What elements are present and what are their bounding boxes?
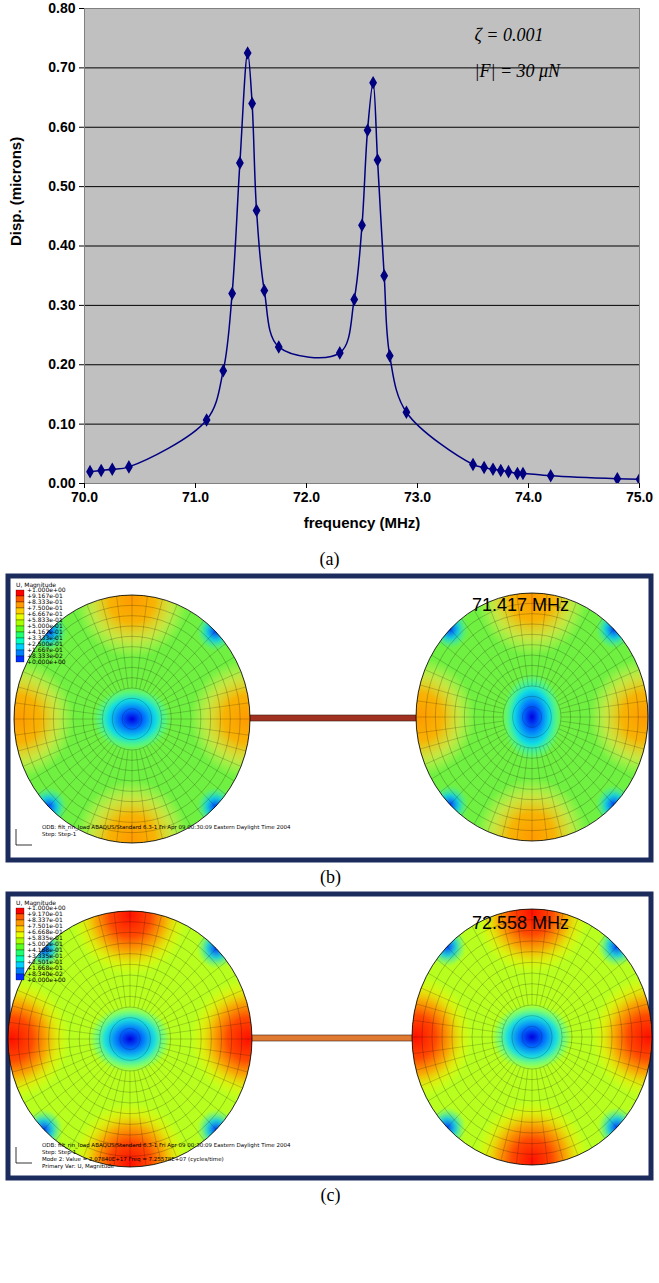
svg-text:0.60: 0.60: [48, 119, 75, 135]
svg-text:+1.000e+00: +1.000e+00: [27, 904, 66, 911]
svg-text:frequency (MHz): frequency (MHz): [304, 514, 421, 531]
svg-text:ζ = 0.001: ζ = 0.001: [475, 25, 544, 45]
html-text:(c): (c): [320, 1185, 341, 1205]
svg-text:+4.168e-01: +4.168e-01: [27, 946, 63, 953]
html-text:(a): (a): [319, 549, 340, 569]
svg-text:+3.335e-01: +3.335e-01: [27, 952, 63, 959]
svg-text:Step: Step-1: Step: Step-1: [42, 1149, 76, 1156]
svg-text:+5.835e-01: +5.835e-01: [27, 934, 63, 941]
svg-text:ODB: filt_rin_load ABAQUS/S: ODB: filt_rin_load ABAQUS/Standard 6.3-1…: [42, 1142, 291, 1149]
svg-text:0.50: 0.50: [48, 178, 75, 194]
svg-text:0.00: 0.00: [48, 475, 75, 491]
svg-text:Primary Var: U, Magnitude: Primary Var: U, Magnitude: [42, 1163, 115, 1170]
svg-text:72.0: 72.0: [293, 489, 320, 505]
svg-text:0.10: 0.10: [48, 416, 75, 432]
svg-text:U, Magnitude: U, Magnitude: [16, 581, 56, 588]
svg-text:0.20: 0.20: [48, 356, 75, 372]
svg-text:+8.340e-02: +8.340e-02: [27, 970, 63, 977]
html-text:(b): (b): [320, 867, 341, 887]
svg-text:0.40: 0.40: [48, 237, 75, 253]
svg-text:75.0: 75.0: [626, 489, 653, 505]
svg-text:ODB: filt_rin_load ABAQUS/S: ODB: filt_rin_load ABAQUS/Standard 6.3-1…: [42, 824, 291, 831]
svg-text:|F| = 30 μN: |F| = 30 μN: [475, 61, 562, 81]
svg-text:+8.337e-01: +8.337e-01: [27, 916, 63, 923]
svg-text:Step: Step-1: Step: Step-1: [42, 831, 76, 838]
svg-text:+1.668e-01: +1.668e-01: [27, 964, 63, 971]
svg-text:+7.500e-01: +7.500e-01: [27, 604, 63, 611]
svg-text:72.558 MHz: 72.558 MHz: [472, 913, 569, 933]
svg-text:74.0: 74.0: [515, 489, 542, 505]
svg-text:+2.500e-01: +2.500e-01: [27, 640, 63, 647]
svg-text:+9.167e-01: +9.167e-01: [27, 592, 63, 599]
svg-text:+4.167e-01: +4.167e-01: [27, 628, 63, 635]
svg-text:73.0: 73.0: [404, 489, 431, 505]
svg-text:0.70: 0.70: [48, 59, 75, 75]
svg-text:0.80: 0.80: [48, 0, 75, 16]
svg-text:+9.170e-01: +9.170e-01: [27, 910, 63, 917]
svg-text:+3.333e-01: +3.333e-01: [27, 634, 63, 641]
svg-text:+2.501e-01: +2.501e-01: [27, 958, 63, 965]
svg-text:U, Magnitude: U, Magnitude: [16, 899, 56, 906]
svg-text:0.30: 0.30: [48, 297, 75, 313]
svg-text:+6.667e-01: +6.667e-01: [27, 610, 63, 617]
svg-text:Mode 2: Value = 2.07840E+17 Fr: Mode 2: Value = 2.07840E+17 Freq = 7.255…: [42, 1156, 224, 1163]
svg-text:+8.333e-01: +8.333e-01: [27, 598, 63, 605]
svg-text:+5.002e-01: +5.002e-01: [27, 940, 63, 947]
svg-text:+8.333e-02: +8.333e-02: [27, 652, 63, 659]
svg-text:+7.501e-01: +7.501e-01: [27, 922, 63, 929]
svg-text:+6.668e-01: +6.668e-01: [27, 928, 63, 935]
svg-text:71.417 MHz: 71.417 MHz: [472, 595, 569, 615]
svg-text:+0.000e+00: +0.000e+00: [27, 976, 66, 983]
svg-text:+5.833e-01: +5.833e-01: [27, 616, 63, 623]
svg-text:70.0: 70.0: [71, 489, 98, 505]
svg-text:71.0: 71.0: [182, 489, 209, 505]
svg-text:+5.000e-01: +5.000e-01: [27, 622, 63, 629]
svg-text:+0.000e+00: +0.000e+00: [27, 658, 66, 665]
svg-text:+1.667e-01: +1.667e-01: [27, 646, 63, 653]
svg-text:+1.000e+00: +1.000e+00: [27, 586, 66, 593]
svg-text:Disp. (microns): Disp. (microns): [7, 137, 24, 246]
